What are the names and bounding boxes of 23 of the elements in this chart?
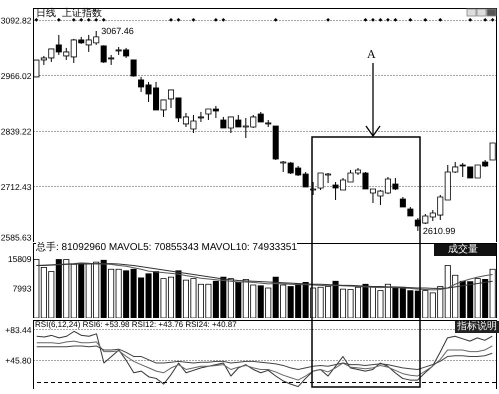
annotation: 3067.46 [101, 26, 134, 36]
y-tick-label: 15809 [8, 254, 32, 264]
line-series [36, 345, 493, 370]
y-tick-label: +45.80 [5, 355, 32, 366]
annotation: 总手: 81092960 MAVOL5: 70855343 MAVOL10: 74933351 [36, 242, 297, 253]
y-tick-label: +83.44 [5, 324, 32, 335]
annotation: 成交量 [448, 244, 478, 255]
candlestick [460, 162, 466, 178]
button: 指标说明 [455, 321, 499, 333]
line-series [36, 340, 493, 381]
annotation: 2610.99 [422, 226, 456, 236]
y-tick-label: 7993 [12, 284, 32, 294]
candlestick [400, 196, 406, 208]
y-tick-label: 2966.02 [0, 70, 32, 81]
y-tick-label: 2839.22 [0, 126, 32, 136]
y-tick-label: 3092.82 [0, 15, 32, 26]
y-tick-label: 2712.43 [0, 182, 32, 192]
annotation: A [367, 47, 376, 61]
candlestick [198, 111, 204, 122]
dropdown: 成交量 [434, 244, 496, 256]
y-tick-label: 2585.63 [0, 232, 32, 242]
annotation: RSI(6,12,24) RSI6: +53.98 RSI12: +43.76 RSI24: +40.87 [35, 320, 237, 329]
line-series [36, 330, 493, 388]
